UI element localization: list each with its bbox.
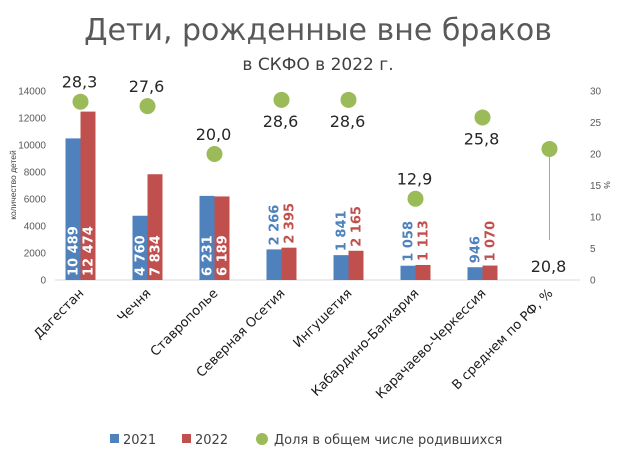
y2-tick-label: 25 [590, 118, 602, 129]
bar-value-label: 6 189 [216, 235, 231, 276]
share-dot [72, 93, 89, 110]
bar-2022 [348, 250, 364, 280]
y-tick-label: 14000 [18, 87, 46, 98]
category-label: Ставрополье [148, 286, 221, 359]
y-tick-label: 10000 [18, 141, 46, 152]
bar-2021 [65, 138, 81, 280]
bar-2021 [199, 195, 215, 280]
legend-swatch-2021 [110, 434, 119, 443]
bar-2021 [467, 267, 483, 280]
chart-title: Дети, рожденные вне браков [84, 13, 552, 48]
share-value-label: 20,8 [531, 257, 567, 276]
share-value-label: 27,6 [129, 77, 165, 96]
bar-2021 [266, 249, 282, 280]
chart-subtitle: в СКФО в 2022 г. [242, 55, 393, 75]
bar-value-label: 1 070 [484, 221, 499, 262]
share-dot [340, 91, 357, 108]
y-tick-label: 2000 [24, 249, 47, 260]
y2-axis-title: % [602, 181, 612, 189]
share-dot [474, 109, 491, 126]
bar-value-label: 6 231 [201, 235, 216, 276]
y2-tick-label: 15 [590, 181, 602, 192]
share-value-label: 20,0 [196, 125, 232, 144]
bar-value-label: 10 489 [67, 226, 82, 276]
legend: 2021 2022 Доля в общем числе родившихся [110, 433, 502, 448]
legend-label-share: Доля в общем числе родившихся [274, 433, 502, 448]
share-dot [206, 146, 223, 162]
right-axis: 0 5 10 15 20 25 30 [590, 87, 602, 287]
category-label: Карачаево-Черкессия [373, 286, 489, 402]
bar-value-label: 1 841 [335, 210, 350, 251]
share-value-label: 28,3 [62, 73, 98, 92]
y2-tick-label: 5 [590, 244, 596, 255]
y-tick-label: 4000 [24, 222, 47, 233]
bar-2022 [415, 264, 431, 280]
bar-2021 [400, 265, 416, 280]
y-tick-label: 0 [40, 276, 46, 287]
y-tick-label: 12000 [18, 114, 46, 125]
share-dot [139, 98, 156, 115]
legend-swatch-2022 [182, 434, 191, 443]
category-label: Ингушетия [291, 286, 356, 351]
bar-2021 [132, 215, 148, 280]
share-value-label: 25,8 [464, 129, 500, 148]
bars-group: 10 489 12 474 4 760 7 834 6 231 6 189 2 266 2 3… [65, 111, 499, 280]
bar-value-label: 2 165 [350, 206, 365, 247]
y2-tick-label: 10 [590, 213, 602, 224]
legend-label-2021: 2021 [123, 433, 156, 448]
share-dots-group: 28,3 27,6 20,0 28,6 28,6 12,9 25,8 20,8 [62, 73, 567, 276]
share-value-label: 28,6 [263, 112, 299, 131]
bar-value-label: 12 474 [82, 226, 97, 276]
share-value-label: 28,6 [330, 112, 366, 131]
share-dot [541, 140, 558, 157]
share-dot [273, 91, 290, 108]
bar-value-label: 946 [469, 236, 484, 263]
bar-value-label: 1 058 [402, 221, 417, 262]
y2-tick-label: 0 [590, 276, 596, 287]
bar-2022 [80, 111, 96, 280]
y-tick-label: 6000 [24, 195, 47, 206]
bar-2022 [281, 247, 297, 280]
y2-tick-label: 20 [590, 150, 602, 161]
bar-2022 [147, 174, 163, 280]
bar-2021 [333, 255, 349, 280]
bar-2022 [214, 196, 230, 280]
bar-2022 [482, 265, 498, 280]
y-axis-title: количество детей [8, 150, 18, 220]
left-axis: 0 2000 4000 6000 8000 10000 12000 14000 [18, 87, 46, 287]
bar-value-label: 4 760 [134, 235, 149, 276]
legend-swatch-share [256, 433, 268, 445]
category-label: Дагестан [31, 286, 87, 342]
bar-value-label: 2 395 [283, 203, 298, 244]
share-value-label: 12,9 [397, 170, 433, 189]
bar-value-label: 2 266 [268, 205, 283, 246]
y2-tick-label: 30 [590, 87, 602, 98]
category-label: Чечня [115, 286, 155, 326]
legend-label-2022: 2022 [195, 433, 228, 448]
bar-value-label: 7 834 [149, 235, 164, 276]
category-label: Кабардино-Балкария [309, 286, 423, 400]
bar-value-label: 1 113 [417, 220, 432, 261]
y-tick-label: 8000 [24, 168, 47, 179]
share-dot [407, 190, 424, 207]
